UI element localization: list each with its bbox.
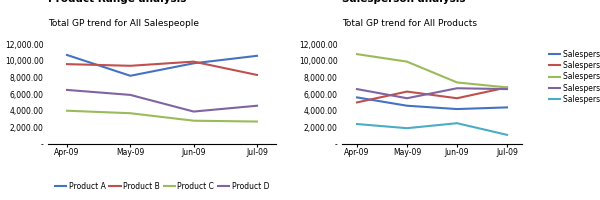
Text: Total GP trend for All Salespeople: Total GP trend for All Salespeople <box>48 19 199 28</box>
Salesperson 2 <box>503 86 511 89</box>
Salesperson 4 <box>454 87 461 89</box>
Salesperson 3 <box>454 81 461 84</box>
Product B <box>253 74 260 76</box>
Line: Product D: Product D <box>67 90 257 112</box>
Line: Product A: Product A <box>67 55 257 76</box>
Salesperson 5 <box>454 122 461 124</box>
Product A <box>253 55 260 57</box>
Product B <box>127 65 134 67</box>
Product C <box>253 120 260 123</box>
Line: Salesperson 3: Salesperson 3 <box>357 54 507 87</box>
Salesperson 4 <box>353 88 361 90</box>
Line: Salesperson 5: Salesperson 5 <box>357 123 507 135</box>
Text: Salesperson analysis: Salesperson analysis <box>342 0 466 4</box>
Salesperson 5 <box>503 134 511 136</box>
Salesperson 3 <box>503 86 511 89</box>
Legend: Product A, Product B, Product C, Product D: Product A, Product B, Product C, Product… <box>52 179 272 194</box>
Product C <box>190 120 197 122</box>
Line: Salesperson 4: Salesperson 4 <box>357 88 507 98</box>
Salesperson 1 <box>454 108 461 110</box>
Text: Total GP trend for All Products: Total GP trend for All Products <box>342 19 477 28</box>
Salesperson 1 <box>353 96 361 99</box>
Product D <box>190 110 197 113</box>
Salesperson 4 <box>503 88 511 90</box>
Product D <box>127 94 134 96</box>
Legend: Salesperson 1, Salesperson 2, Salesperson 3, Salesperson 4, Salesperson 5: Salesperson 1, Salesperson 2, Salesperso… <box>548 49 600 105</box>
Line: Product B: Product B <box>67 62 257 75</box>
Salesperson 3 <box>403 60 410 63</box>
Line: Salesperson 2: Salesperson 2 <box>357 87 507 102</box>
Product D <box>253 105 260 107</box>
Product C <box>127 112 134 114</box>
Salesperson 3 <box>353 53 361 55</box>
Product C <box>64 110 71 112</box>
Line: Product C: Product C <box>67 111 257 122</box>
Salesperson 1 <box>503 106 511 109</box>
Salesperson 5 <box>353 123 361 125</box>
Salesperson 1 <box>403 105 410 107</box>
Salesperson 5 <box>403 127 410 129</box>
Salesperson 2 <box>403 90 410 93</box>
Text: Product Range analysis: Product Range analysis <box>48 0 187 4</box>
Salesperson 2 <box>454 97 461 99</box>
Product B <box>190 60 197 63</box>
Salesperson 4 <box>403 97 410 99</box>
Product A <box>127 75 134 77</box>
Salesperson 2 <box>353 101 361 104</box>
Product A <box>190 62 197 64</box>
Product B <box>64 63 71 65</box>
Product D <box>64 89 71 91</box>
Line: Salesperson 1: Salesperson 1 <box>357 97 507 109</box>
Product A <box>64 54 71 56</box>
